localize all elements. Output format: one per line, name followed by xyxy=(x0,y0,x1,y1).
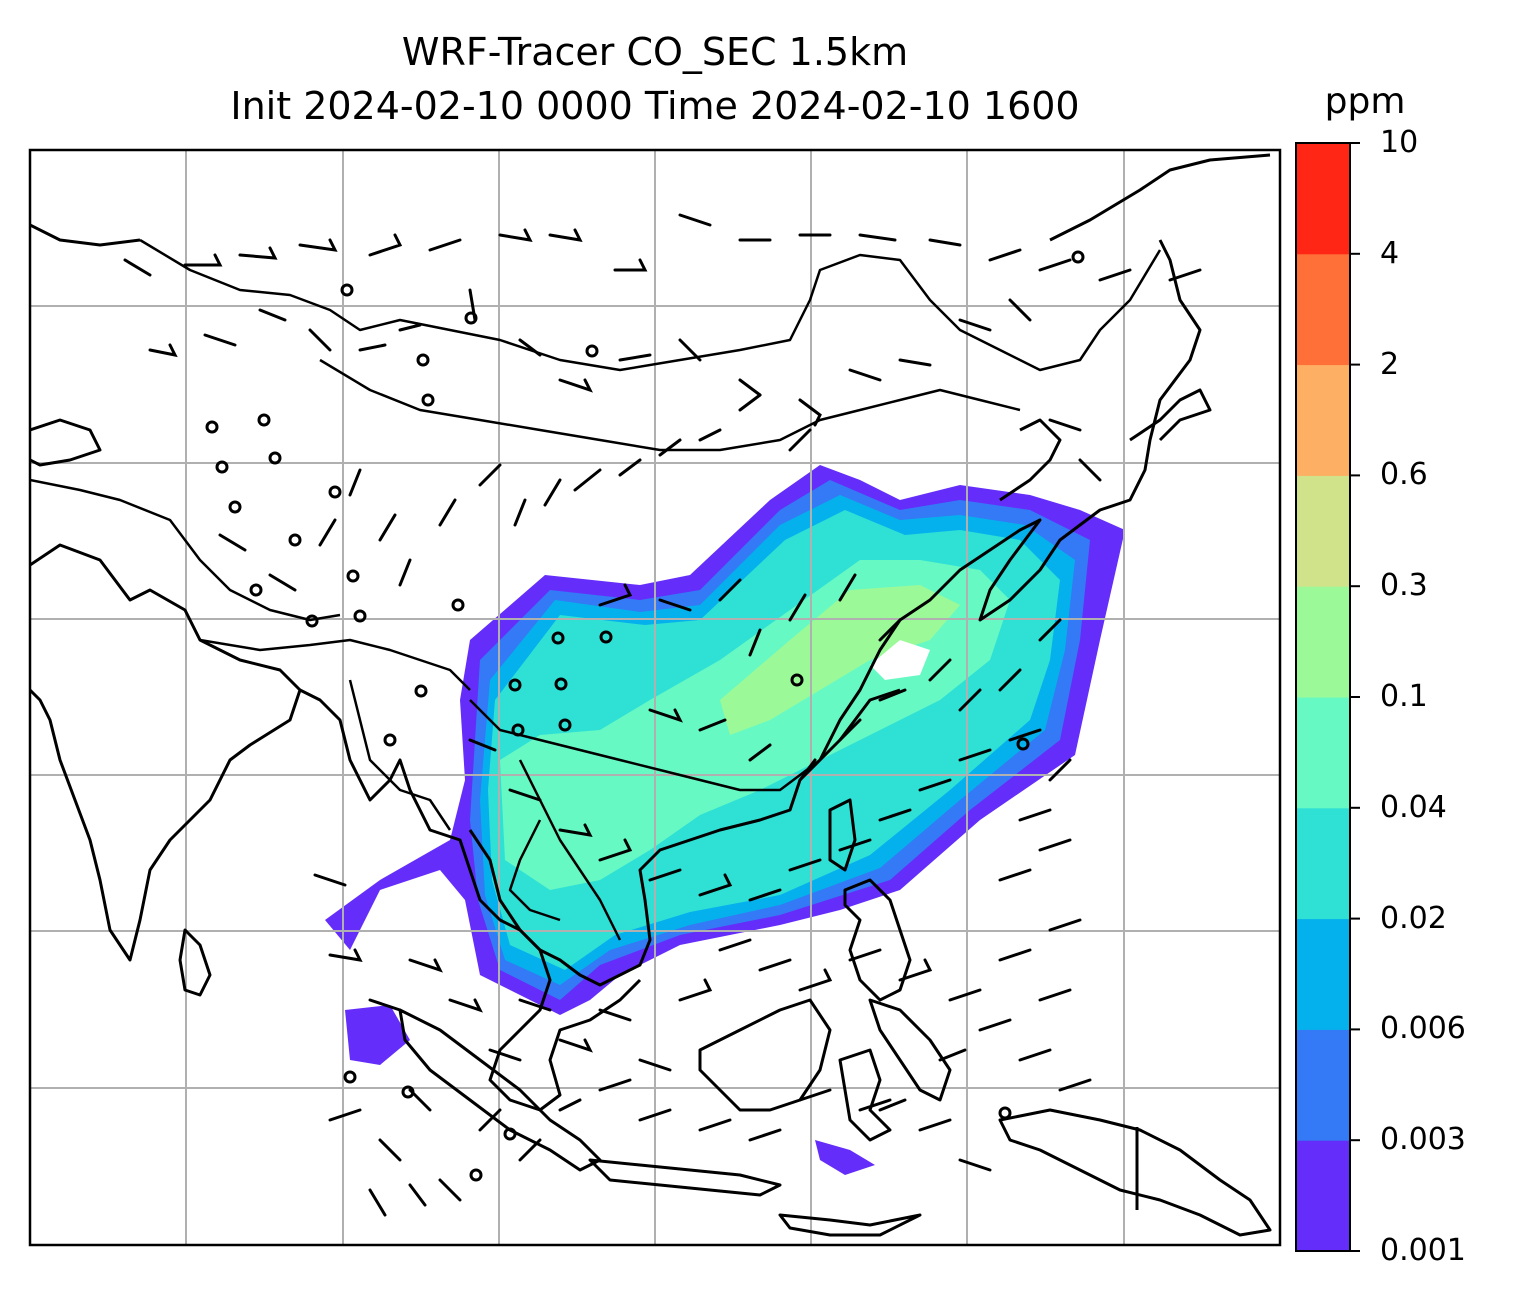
plume-gap xyxy=(870,640,930,680)
coast-philippines-south xyxy=(868,998,952,1102)
coast-china-east xyxy=(818,239,1202,761)
coastlines xyxy=(30,153,1272,1237)
map-title-line2: Init 2024-02-10 0000 Time 2024-02-10 160… xyxy=(230,84,1080,128)
coast-lesser-sunda xyxy=(778,1213,922,1237)
coast-indochina xyxy=(468,829,642,1112)
colorbar-tick-label: 4 xyxy=(1380,235,1400,271)
coast-black-sea xyxy=(30,223,141,247)
colorbar-tick-label: 0.02 xyxy=(1380,900,1447,936)
coast-borneo xyxy=(698,998,832,1112)
coast-caspian xyxy=(30,418,102,467)
colorbar-ticks xyxy=(1350,142,1360,1252)
colorbar-tick-label: 0.6 xyxy=(1380,457,1428,493)
coast-korea xyxy=(999,418,1062,502)
colorbar-swatch xyxy=(1296,697,1350,809)
colorbar-swatch xyxy=(1296,1029,1350,1141)
border-laos-vietnam xyxy=(508,759,622,941)
colorbar-title: ppm xyxy=(1324,81,1406,122)
coast-sulawesi xyxy=(838,1048,892,1142)
colorbar-tick-label: 0.3 xyxy=(1380,568,1428,604)
border-myanmar xyxy=(348,679,452,831)
coast-srilanka xyxy=(178,928,212,997)
border-mongolia-china xyxy=(319,358,1021,452)
colorbar-tick-label: 10 xyxy=(1380,125,1419,160)
colorbar-tick-label: 0.001 xyxy=(1380,1233,1466,1268)
colorbar-swatch xyxy=(1296,364,1350,476)
wind-barbs xyxy=(123,213,1202,1217)
coast-bay-bengal xyxy=(299,688,901,987)
map-title-line1: WRF-Tracer CO_SEC 1.5km xyxy=(401,30,909,74)
colorbar-swatch xyxy=(1296,918,1350,1030)
colorbar-swatch xyxy=(1296,143,1350,255)
border-central-asia xyxy=(30,478,341,622)
plume-level-1c xyxy=(815,1140,875,1175)
border-russia-china xyxy=(139,238,1162,372)
coast-japan xyxy=(1049,153,1271,442)
border-tibet-india xyxy=(199,638,471,691)
colorbar-swatches xyxy=(1296,143,1350,1252)
coast-java xyxy=(588,1158,782,1197)
plume-level-1b xyxy=(345,1005,410,1065)
colorbar-tick-label: 0.006 xyxy=(1380,1011,1466,1047)
coast-taiwan xyxy=(828,798,857,872)
calm-wind-markers xyxy=(205,250,1085,1182)
colorbar-swatch xyxy=(1296,1140,1350,1252)
colorbar-tick-label: 2 xyxy=(1380,346,1400,382)
colorbar-tick-label: 0.003 xyxy=(1380,1122,1466,1158)
colorbar-swatch xyxy=(1296,586,1350,698)
gridlines xyxy=(30,150,1280,1245)
coast-sumatra xyxy=(398,1008,602,1172)
colorbar-swatch xyxy=(1296,475,1350,587)
colorbar-tick-label: 0.04 xyxy=(1380,789,1447,825)
coast-new-guinea xyxy=(998,1108,1272,1237)
map-frame xyxy=(28,148,1282,1247)
coast-philippines xyxy=(843,878,912,1002)
coast-india xyxy=(30,543,302,962)
colorbar-swatch xyxy=(1296,807,1350,920)
colorbar-tick-label: 0.1 xyxy=(1380,679,1428,714)
colorbar-swatch xyxy=(1296,253,1350,366)
tracer-plume xyxy=(325,465,1125,1175)
